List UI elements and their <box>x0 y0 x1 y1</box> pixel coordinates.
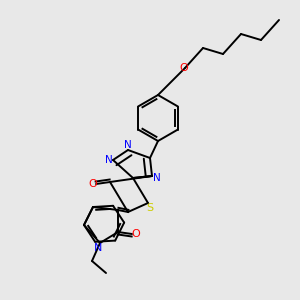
Text: N: N <box>94 243 102 253</box>
Text: O: O <box>180 63 188 73</box>
Text: N: N <box>124 140 132 150</box>
Text: S: S <box>146 203 154 213</box>
Text: N: N <box>105 155 113 165</box>
Text: N: N <box>153 173 161 183</box>
Text: O: O <box>88 179 98 189</box>
Text: O: O <box>132 229 140 239</box>
